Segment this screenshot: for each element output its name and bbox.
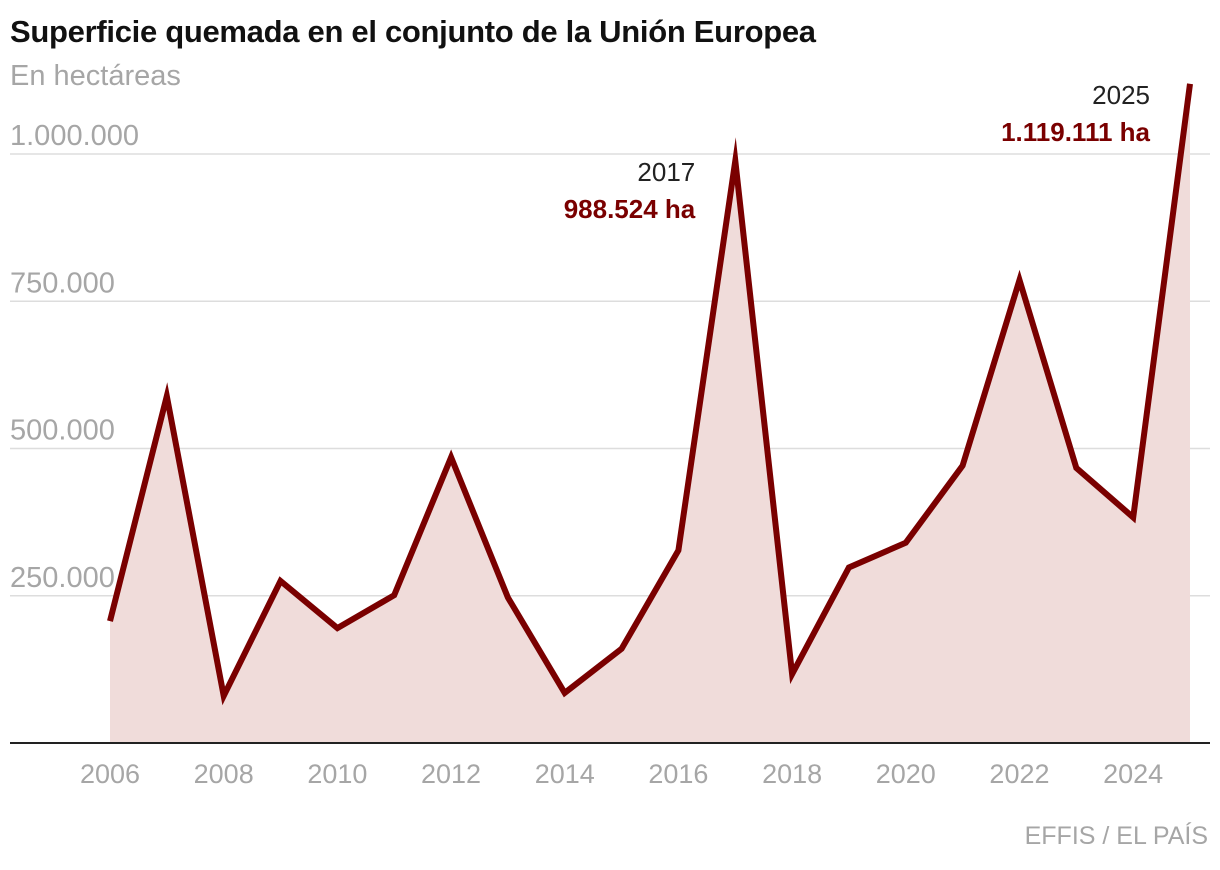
data-point-2015: [619, 646, 625, 652]
x-tick-label: 2006: [80, 759, 140, 789]
x-axis-tick-labels: 2006 2008 2010 2012 2014 2016 2018 2020 2022 2024: [80, 759, 1163, 789]
source-credit: EFFIS / EL PAÍS: [1024, 822, 1208, 850]
chart-subtitle: En hectáreas: [10, 60, 181, 92]
y-tick-label: 1.000.000: [10, 120, 139, 152]
annotation-value: 1.119.111 ha: [1001, 117, 1150, 147]
annotation-value: 988.524 ha: [564, 194, 696, 224]
data-point-2006: [107, 618, 113, 624]
annotation-year: 2025: [1092, 80, 1150, 110]
annotations: 2017 988.524 ha 2025 1.119.111 ha: [564, 80, 1151, 224]
burned-area-series-line: [107, 83, 1193, 706]
data-point-2011: [391, 592, 397, 598]
data-point-2019: [846, 564, 852, 570]
data-point-2020: [903, 540, 909, 546]
data-point-2010: [334, 625, 340, 631]
x-tick-label: 2018: [762, 759, 822, 789]
data-point-2012: [448, 454, 454, 460]
x-tick-label: 2020: [876, 759, 936, 789]
data-point-2008: [221, 693, 227, 699]
data-point-2023: [1073, 465, 1079, 471]
data-point-2013: [505, 595, 511, 601]
data-point-2009: [278, 578, 284, 584]
x-tick-label: 2010: [307, 759, 367, 789]
data-point-2018: [789, 671, 795, 677]
x-tick-label: 2024: [1103, 759, 1163, 789]
x-tick-label: 2022: [989, 759, 1049, 789]
data-point-2022: [1016, 277, 1022, 283]
annotation-year: 2017: [637, 157, 695, 187]
y-tick-label: 750.000: [10, 267, 115, 299]
burned-area-fill: [110, 83, 1190, 744]
x-tick-label: 2008: [194, 759, 254, 789]
data-point-2025: [1187, 81, 1193, 87]
data-point-2024: [1130, 514, 1136, 520]
data-point-2016: [675, 547, 681, 553]
y-tick-label: 250.000: [10, 562, 115, 594]
y-tick-label: 500.000: [10, 415, 115, 447]
annotation-2017: 2017 988.524 ha: [564, 157, 696, 224]
x-tick-label: 2012: [421, 759, 481, 789]
data-point-2017: [732, 158, 738, 164]
chart-title: Superficie quemada en el conjunto de la …: [10, 14, 816, 49]
y-axis-tick-labels: 250.000 500.000 750.000 1.000.000: [10, 120, 139, 594]
data-point-2007: [164, 393, 170, 399]
annotation-2025: 2025 1.119.111 ha: [1001, 80, 1150, 147]
data-point-2014: [562, 690, 568, 696]
x-tick-label: 2014: [535, 759, 595, 789]
data-point-2021: [960, 463, 966, 469]
x-tick-label: 2016: [648, 759, 708, 789]
